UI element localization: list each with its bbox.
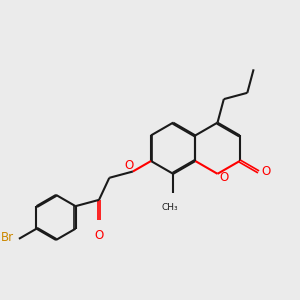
Text: CH₃: CH₃ [161,203,178,212]
Text: O: O [94,229,103,242]
Text: Br: Br [1,231,13,244]
Text: O: O [219,171,229,184]
Text: O: O [262,165,271,178]
Text: O: O [124,159,133,172]
